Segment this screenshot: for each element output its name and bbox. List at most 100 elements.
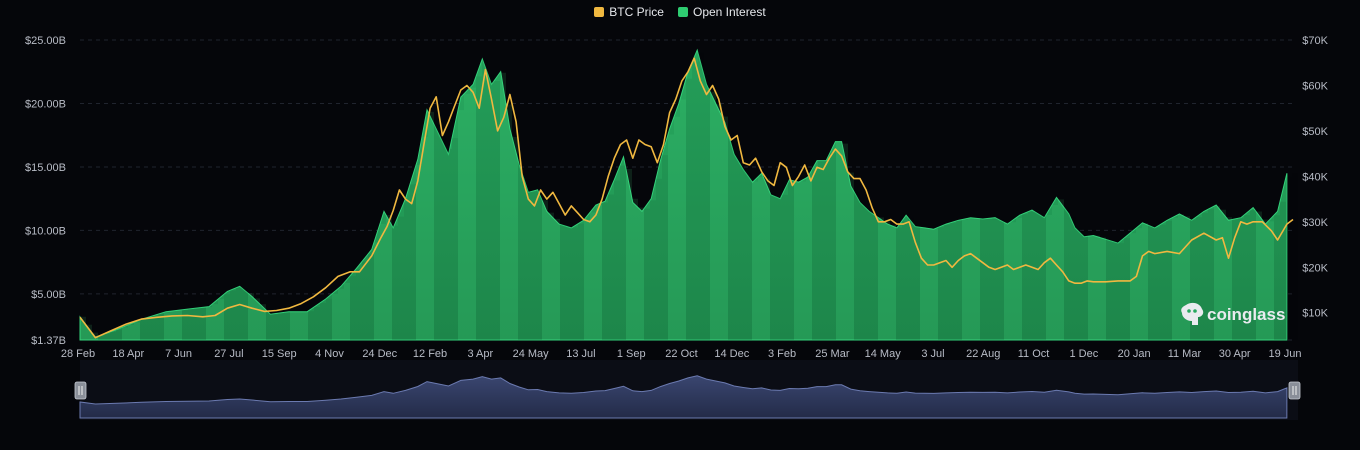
- oi-stripe: [320, 302, 326, 340]
- x-axis: 28 Feb 18 Apr 7 Jun 27 Jul 15 Sep 4 Nov 24 Dec…: [61, 348, 1302, 360]
- oi-stripe: [422, 136, 428, 340]
- oi-stripe: [404, 202, 410, 340]
- oi-stripe: [272, 314, 278, 340]
- oi-stripe: [1202, 212, 1208, 340]
- oi-stripe: [332, 293, 338, 340]
- oi-stripe: [932, 228, 938, 340]
- y-tick-right: $40K: [1302, 171, 1328, 183]
- oi-stripe: [818, 160, 824, 340]
- y-tick-right: $60K: [1302, 80, 1328, 92]
- oi-stripe: [1010, 222, 1016, 340]
- oi-stripe: [1178, 214, 1184, 340]
- oi-stripe: [626, 168, 632, 340]
- oi-stripe: [914, 225, 920, 340]
- oi-stripe: [86, 324, 92, 340]
- oi-stripe: [302, 311, 308, 340]
- watermark: coinglass: [1181, 302, 1285, 325]
- navigator-right-handle[interactable]: [1288, 381, 1301, 400]
- oi-stripe: [800, 181, 806, 340]
- navigator-left-handle[interactable]: [74, 381, 87, 400]
- oi-stripe: [998, 219, 1004, 340]
- oi-stripe: [698, 52, 704, 340]
- y-tick-left: $10.00B: [25, 225, 66, 237]
- x-tick: 1 Sep: [617, 348, 646, 360]
- oi-stripe: [338, 288, 344, 340]
- oi-stripe: [824, 160, 830, 340]
- x-tick: 20 Jan: [1118, 348, 1151, 360]
- navigator[interactable]: [74, 360, 1301, 420]
- oi-stripe: [194, 308, 200, 340]
- oi-stripe: [128, 324, 134, 340]
- x-tick: 18 Apr: [112, 348, 144, 360]
- oi-stripe: [1172, 217, 1178, 340]
- oi-stripe: [842, 143, 848, 340]
- oi-stripe: [590, 212, 596, 340]
- oi-stripe: [212, 304, 218, 340]
- oi-stripe: [1250, 210, 1256, 340]
- oi-stripe: [584, 219, 590, 340]
- x-tick: 19 Jun: [1268, 348, 1301, 360]
- x-tick: 13 Jul: [566, 348, 595, 360]
- oi-stripe: [440, 136, 446, 340]
- oi-stripe: [980, 218, 986, 340]
- oi-stripe: [464, 93, 470, 340]
- oi-stripe: [392, 225, 398, 340]
- oi-stripe: [224, 294, 230, 340]
- oi-stripe: [848, 172, 854, 340]
- oi-stripe: [896, 227, 902, 340]
- oi-stripe: [1070, 216, 1076, 340]
- oi-stripe: [518, 160, 524, 340]
- oi-stripe: [860, 202, 866, 340]
- oi-stripe: [308, 311, 314, 340]
- oi-stripe: [134, 322, 140, 340]
- grip-handle-icon: [1292, 386, 1297, 395]
- legend-item-open-interest[interactable]: Open Interest: [677, 5, 766, 19]
- oi-stripe: [836, 141, 842, 340]
- legend-label-btc-price: BTC Price: [609, 5, 664, 19]
- oi-stripe: [428, 111, 434, 340]
- oi-stripe: [1124, 238, 1130, 340]
- oi-stripe: [710, 91, 716, 341]
- oi-stripe: [854, 191, 860, 340]
- oi-stripe: [974, 218, 980, 340]
- oi-stripe: [644, 208, 650, 340]
- oi-stripe: [248, 293, 254, 340]
- y-tick-right: $10K: [1302, 308, 1328, 320]
- legend-swatch-btc-price: [594, 7, 605, 17]
- oi-stripe: [296, 311, 302, 340]
- oi-stripe: [752, 181, 758, 340]
- oi-stripe: [512, 136, 518, 340]
- grip-handle-icon: [78, 386, 83, 395]
- legend-item-btc-price[interactable]: BTC Price: [594, 5, 664, 19]
- oi-stripe: [1226, 217, 1232, 340]
- oi-stripe: [152, 316, 158, 340]
- oi-stripe: [1106, 239, 1112, 340]
- series-area-open-interest: [79, 48, 1288, 341]
- oi-stripe: [704, 75, 710, 340]
- oi-stripe: [374, 242, 380, 340]
- y-tick-left: $15.00B: [25, 162, 66, 174]
- oi-stripe: [1184, 216, 1190, 340]
- oi-stripe: [554, 218, 560, 340]
- oi-stripe: [668, 134, 674, 340]
- oi-stripe: [434, 124, 440, 341]
- oi-stripe: [1220, 209, 1226, 340]
- oi-stripe: [794, 180, 800, 340]
- oi-stripe: [1208, 209, 1214, 340]
- oi-stripe: [986, 218, 992, 340]
- navigator-area: [79, 375, 1288, 419]
- y-tick-right: $30K: [1302, 217, 1328, 229]
- x-tick: 28 Feb: [61, 348, 95, 360]
- oi-stripe: [470, 87, 476, 340]
- oi-stripe: [482, 59, 488, 340]
- oi-stripe: [1190, 219, 1196, 340]
- oi-stripe: [344, 282, 350, 340]
- oi-stripe: [326, 298, 332, 340]
- y-tick-left: $1.37B: [31, 335, 66, 347]
- oi-stripe: [578, 223, 584, 340]
- x-tick: 22 Oct: [665, 348, 697, 360]
- oi-stripe: [1280, 201, 1286, 340]
- x-tick: 24 May: [513, 348, 550, 360]
